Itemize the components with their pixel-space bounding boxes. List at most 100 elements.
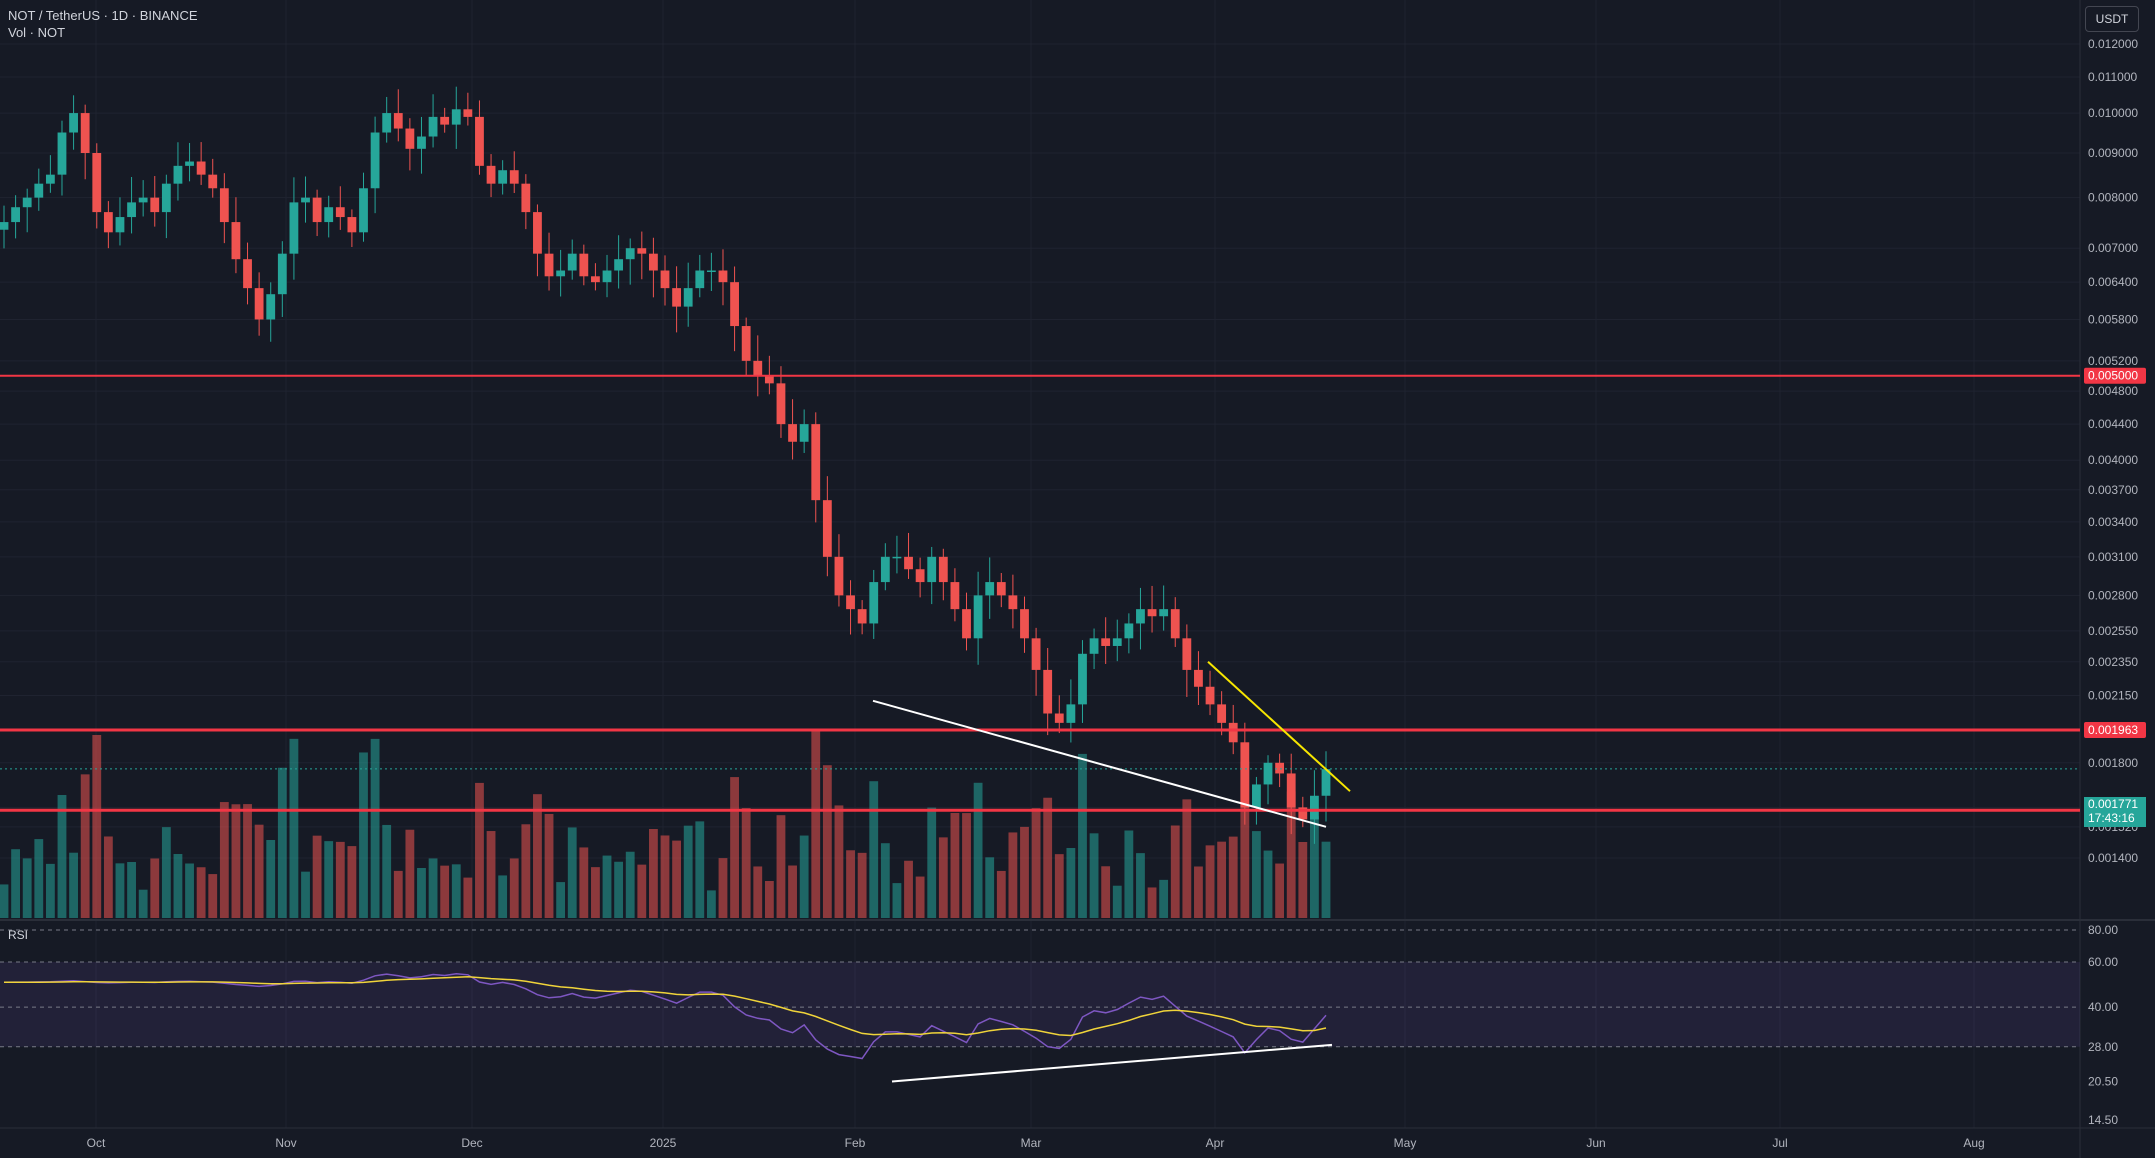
candle-body (1043, 669, 1053, 714)
candle-body (1147, 609, 1157, 617)
candle-body (208, 174, 218, 189)
volume-bar (648, 829, 658, 918)
volume-bar (11, 849, 21, 918)
volume-bar (138, 889, 148, 918)
candle (463, 92, 473, 126)
candle-body (428, 116, 438, 137)
candle-body (1136, 609, 1145, 624)
candle-body (243, 259, 252, 289)
trendlines[interactable] (872, 661, 1351, 828)
candle-body (962, 609, 971, 639)
candle (996, 572, 1006, 608)
candle (695, 254, 705, 298)
volume-bar (822, 765, 832, 918)
volume-bar (637, 864, 647, 918)
volume-bar (567, 827, 577, 918)
candle-body (324, 207, 334, 223)
volume-bar (277, 767, 287, 918)
candle (1194, 651, 1203, 705)
volume-bar (1054, 854, 1064, 918)
volume-bar (614, 861, 624, 918)
time-tick-label: May (1394, 1136, 1417, 1150)
candle-body (150, 197, 160, 213)
volume-bar (150, 858, 160, 918)
candle-body (1020, 609, 1029, 639)
candle-body (80, 113, 90, 153)
time-tick-label: Oct (87, 1136, 106, 1150)
volume-bar (1170, 825, 1180, 918)
volume-bar (254, 824, 264, 918)
rsi-tick-label: 28.00 (2088, 1040, 2118, 1054)
price-tick-label: 0.001400 (2088, 851, 2138, 865)
candle-body (846, 595, 855, 610)
volume-bar (475, 782, 484, 918)
candle-body (973, 595, 983, 639)
candle (1124, 613, 1134, 654)
candle (1020, 596, 1029, 653)
candle (648, 237, 658, 298)
candlesticks (0, 86, 1331, 844)
volume-bar (80, 774, 90, 918)
candle-body (799, 424, 809, 442)
volume-bar (834, 805, 844, 918)
candle (915, 557, 925, 598)
candle (579, 244, 589, 286)
price-tick-label: 0.001800 (2088, 756, 2138, 770)
price-axis[interactable]: 0.012000 0.011000 0.010000 0.009000 0.008000… (2088, 37, 2138, 1127)
volume-bar (289, 738, 299, 918)
time-tick-label: Jul (1772, 1136, 1787, 1150)
candle-body (915, 569, 925, 583)
candle-body (718, 270, 728, 283)
price-tick-label: 0.002550 (2088, 624, 2138, 638)
volume-bar (683, 825, 693, 918)
volume-bar (521, 824, 531, 918)
currency-button[interactable]: USDT (2085, 6, 2139, 32)
price-tick-label: 0.005800 (2088, 312, 2138, 326)
candle (370, 116, 380, 214)
volume-bar (335, 841, 345, 918)
candle-body (544, 253, 554, 277)
time-tick-label: Feb (845, 1136, 866, 1150)
candle-body (1298, 807, 1308, 820)
candle (637, 231, 647, 280)
time-axis[interactable]: Oct Nov Dec 2025 Feb Mar Apr May Jun Jul Aug (87, 1136, 1985, 1150)
candle (1031, 627, 1041, 696)
candle (382, 96, 392, 143)
candle-body (22, 197, 32, 208)
candle (1240, 722, 1250, 825)
volume-bar (1182, 799, 1192, 918)
candle-body (764, 375, 774, 384)
candle (277, 241, 287, 317)
candle-body (1089, 638, 1099, 654)
volume-bar (741, 808, 751, 918)
volume-title: Vol · NOT (8, 25, 66, 40)
candle (822, 476, 832, 577)
volume-bars (0, 730, 1331, 918)
volume-bar (161, 827, 171, 918)
candle (962, 592, 971, 651)
volume-bar (927, 807, 937, 918)
volume-bar (602, 855, 612, 918)
candle-body (591, 276, 600, 283)
candle (1078, 640, 1087, 723)
candle (1043, 648, 1053, 736)
volume-bar (753, 866, 763, 918)
candle-body (834, 556, 844, 596)
volume-bar (973, 782, 983, 918)
candle (22, 188, 32, 233)
candle-body (1275, 762, 1285, 774)
candle-body (405, 128, 415, 149)
candle-body (1217, 704, 1227, 723)
volume-bar (695, 821, 705, 918)
candle (405, 118, 415, 171)
volume-bar (706, 890, 716, 918)
candle (1298, 796, 1308, 828)
volume-bar (1321, 841, 1331, 918)
candle (973, 571, 983, 665)
volume-bar (915, 876, 925, 918)
volume-bar (324, 841, 334, 918)
price-tick-label: 0.011000 (2088, 70, 2137, 84)
candle (985, 557, 995, 619)
candle-body (11, 207, 21, 223)
